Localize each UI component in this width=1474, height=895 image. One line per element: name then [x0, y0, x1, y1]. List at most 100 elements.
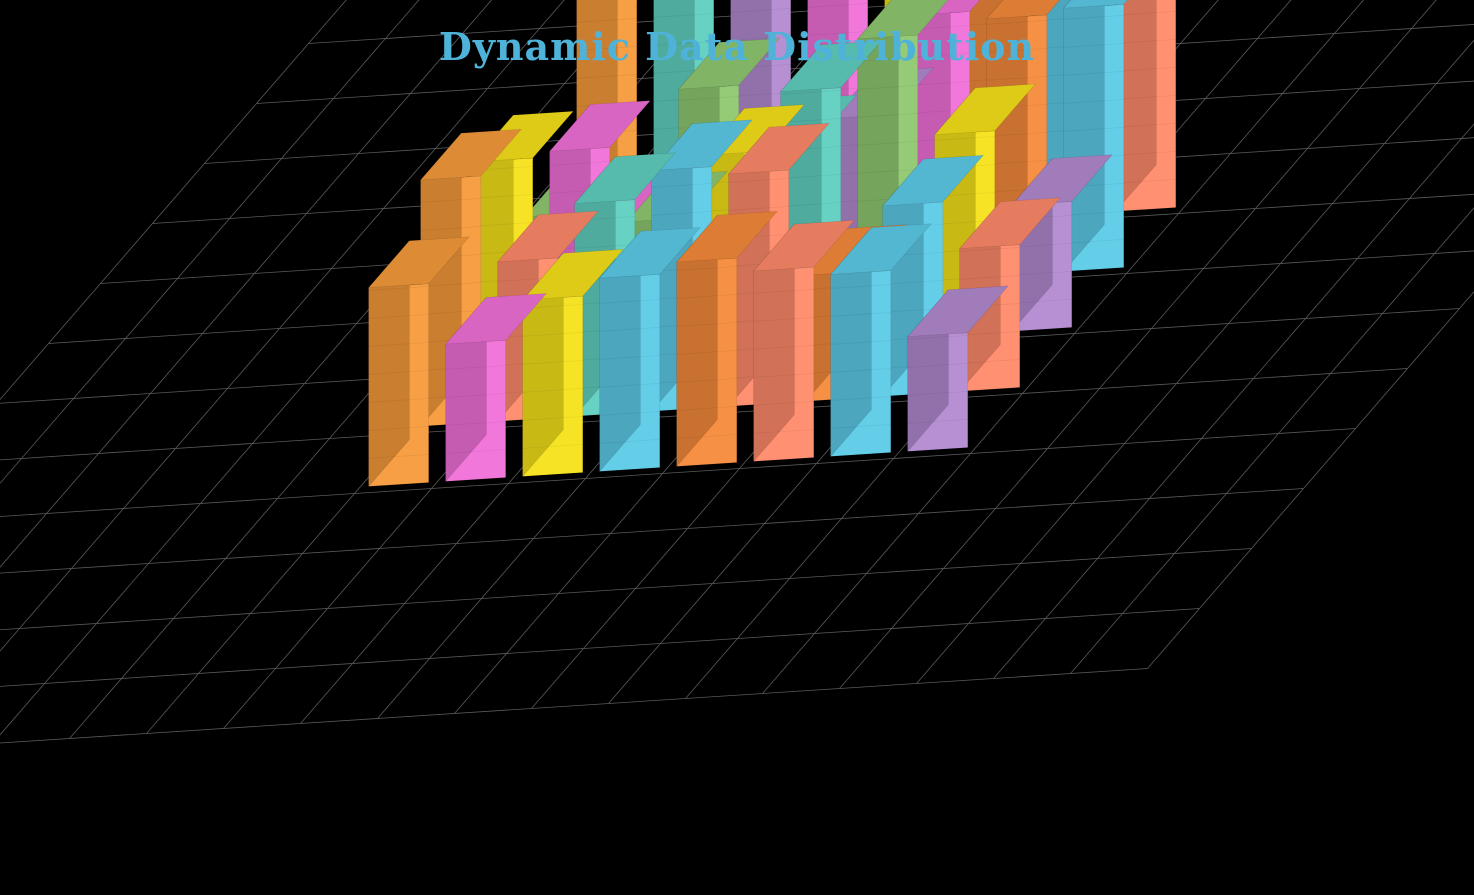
bar-segment-line	[780, 118, 841, 123]
bar-segment-line	[909, 53, 970, 58]
bar-segment-line	[368, 342, 429, 347]
bar-segment-line	[959, 331, 1020, 336]
bar-top-face	[676, 210, 778, 263]
bar-segment-line	[445, 421, 506, 426]
bar-top-face	[780, 40, 882, 92]
bar-segment-line	[857, 113, 918, 118]
bar-segment-line	[753, 373, 814, 378]
bar-segment-line	[1115, 39, 1176, 44]
bar-segment-line	[653, 41, 714, 46]
bar-r4-c1	[445, 293, 547, 483]
bar-r4-c6	[830, 223, 932, 458]
bar-segment-line	[576, 18, 637, 23]
bar-segment-line	[1115, 11, 1176, 16]
bar-segment-line	[651, 183, 712, 188]
bar-segment-line	[472, 222, 533, 227]
bar-segment-line	[753, 289, 814, 294]
bar-segment-line	[830, 340, 891, 345]
grid-line	[0, 0, 347, 401]
bar-segment-line	[599, 411, 660, 416]
bar-top-face	[753, 219, 855, 272]
bar-segment-line	[1063, 239, 1124, 244]
grid-line	[0, 548, 1252, 631]
bar-segment-line	[730, 36, 791, 41]
bar-top-face	[907, 285, 1009, 337]
bar-top-face	[830, 223, 932, 275]
bar-top-face	[420, 128, 522, 181]
bar-segment-line	[368, 286, 429, 291]
bar-segment-line	[678, 96, 739, 101]
bar-segment-line	[830, 312, 891, 317]
bar-segment-line	[676, 266, 737, 271]
bar-top-face	[934, 83, 1036, 136]
bar-segment-line	[753, 429, 814, 434]
bar-segment-line	[549, 161, 610, 166]
bar-segment-line	[830, 368, 891, 373]
bar-r4-c3	[599, 227, 701, 473]
bar-segment-line	[1063, 211, 1124, 216]
bar-top-face	[959, 197, 1061, 249]
bar-top-face	[1011, 154, 1113, 206]
bar-segment-line	[1063, 43, 1124, 48]
bar-segment-line	[368, 370, 429, 375]
bar-segment-line	[780, 90, 841, 95]
bar-top-face	[497, 210, 599, 263]
bar-segment-line	[368, 314, 429, 319]
bar-top-face	[857, 0, 949, 40]
bar-segment-line	[1011, 299, 1072, 304]
bar-segment-line	[445, 365, 506, 370]
bar-segment-line	[676, 350, 737, 355]
bar-segment-line	[830, 284, 891, 289]
bar-segment-line	[730, 8, 791, 13]
bar-segment-line	[780, 202, 841, 207]
bar-segment-line	[1063, 99, 1124, 104]
bar-top-face	[882, 154, 984, 207]
bar-segment-line	[1063, 127, 1124, 132]
bar-segment-line	[1115, 123, 1176, 128]
bar-segment-line	[599, 299, 660, 304]
bar-segment-line	[753, 317, 814, 322]
bar-r0-c7	[1115, 0, 1177, 213]
bar-segment-line	[986, 20, 1047, 25]
bar-segment-line	[1011, 243, 1072, 248]
bar-segment-line	[857, 57, 918, 62]
bar-top-face	[549, 100, 651, 152]
bar-segment-line	[728, 178, 789, 183]
bar-top-face	[678, 38, 780, 90]
bar-segment-line	[676, 294, 737, 299]
bar-segment-line	[728, 206, 789, 211]
bar-segment-line	[676, 406, 737, 411]
bar-segment-line	[522, 444, 583, 449]
bar-segment-line	[522, 416, 583, 421]
bar-segment-line	[1115, 179, 1176, 184]
bar-segment-line	[676, 434, 737, 439]
bar-segment-line	[368, 426, 429, 431]
bar-segment-line	[599, 355, 660, 360]
bar-segment-line	[857, 141, 918, 146]
bar-segment-line	[522, 388, 583, 393]
bar-segment-line	[807, 3, 868, 8]
bar-segment-line	[907, 391, 968, 396]
grid-line	[308, 0, 985, 44]
bar-segment-line	[576, 46, 637, 51]
bar-segment-line	[445, 393, 506, 398]
bar-segment-line	[830, 396, 891, 401]
bar-segment-line	[599, 383, 660, 388]
bar-segment-line	[420, 198, 481, 203]
bar-segment-line	[959, 247, 1020, 252]
bar-segment-line	[959, 359, 1020, 364]
grid-line	[0, 368, 1408, 461]
bar-segment-line	[676, 378, 737, 383]
bars	[368, 0, 1177, 488]
grid-line	[1147, 291, 1474, 669]
bar-segment-line	[1115, 67, 1176, 72]
bar-top-face	[728, 122, 830, 175]
bar-top-face	[1063, 0, 1128, 9]
bar-segment-line	[986, 76, 1047, 81]
bar-segment-line	[986, 48, 1047, 53]
bar-segment-line	[574, 244, 635, 249]
bar-segment-line	[368, 454, 429, 459]
bar-segment-line	[651, 211, 712, 216]
